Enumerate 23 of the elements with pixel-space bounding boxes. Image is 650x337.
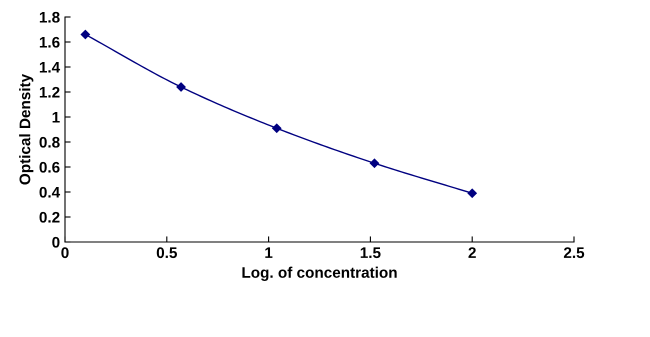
y-tick-label: 1 bbox=[52, 112, 60, 123]
x-tick-label: 0.5 bbox=[156, 247, 177, 258]
point bbox=[80, 30, 90, 40]
y-tick-label: 1.4 bbox=[40, 62, 60, 73]
y-tick-label: 1.2 bbox=[40, 86, 60, 98]
x-tick-label: 2 bbox=[468, 247, 476, 258]
point bbox=[468, 188, 477, 198]
y-tick-label: 0 bbox=[52, 236, 60, 248]
y-tick-label: 0.2 bbox=[40, 212, 60, 223]
x-axis-title: Log. of concentration bbox=[242, 266, 397, 281]
y-tick-label: 1.6 bbox=[40, 36, 60, 48]
y-tick-label: 0.6 bbox=[40, 162, 60, 173]
y-tick-label: 0.4 bbox=[40, 186, 60, 198]
point bbox=[272, 124, 282, 133]
point bbox=[176, 82, 186, 92]
x-tick-label: 2.5 bbox=[564, 247, 584, 258]
y-tick-label: 0.8 bbox=[40, 136, 60, 148]
x-tick-label: 1.5 bbox=[360, 247, 381, 258]
y-tick-label: 1.8 bbox=[40, 12, 60, 23]
x-tick-label: 1 bbox=[265, 247, 272, 258]
y-axis-title: Optical Density bbox=[19, 74, 34, 184]
x-tick-label: 0 bbox=[61, 247, 69, 258]
point bbox=[370, 158, 380, 168]
